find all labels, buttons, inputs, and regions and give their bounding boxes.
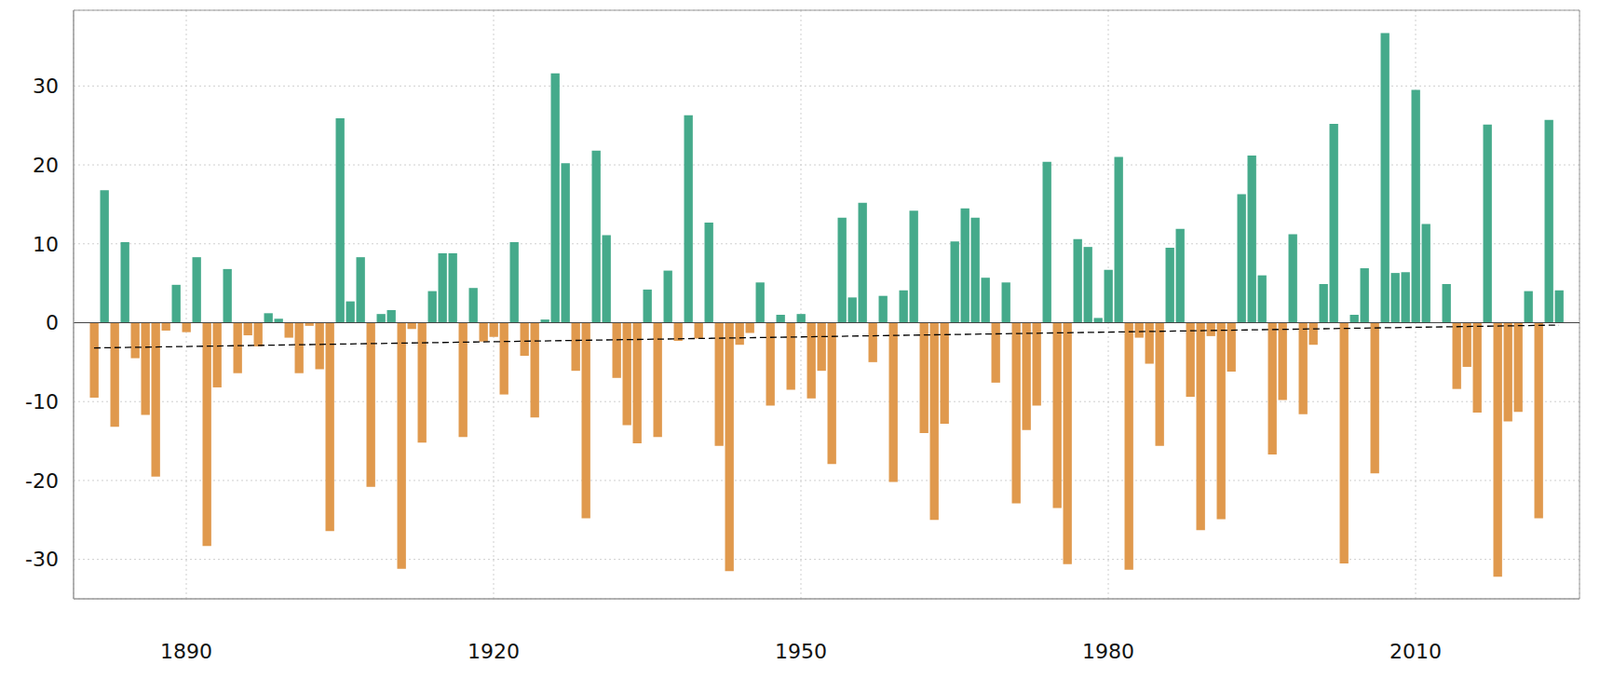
svg-text:1920: 1920 — [467, 639, 520, 664]
svg-text:0: 0 — [45, 311, 59, 335]
svg-text:20: 20 — [32, 153, 59, 177]
svg-text:1950: 1950 — [774, 639, 828, 664]
svg-text:1890: 1890 — [160, 639, 213, 664]
svg-text:10: 10 — [32, 232, 59, 257]
svg-text:-30: -30 — [25, 547, 59, 571]
svg-text:30: 30 — [32, 74, 59, 98]
svg-text:1980: 1980 — [1082, 639, 1135, 664]
svg-text:-20: -20 — [25, 469, 59, 493]
svg-text:-10: -10 — [25, 390, 59, 414]
svg-text:2010: 2010 — [1389, 639, 1442, 664]
